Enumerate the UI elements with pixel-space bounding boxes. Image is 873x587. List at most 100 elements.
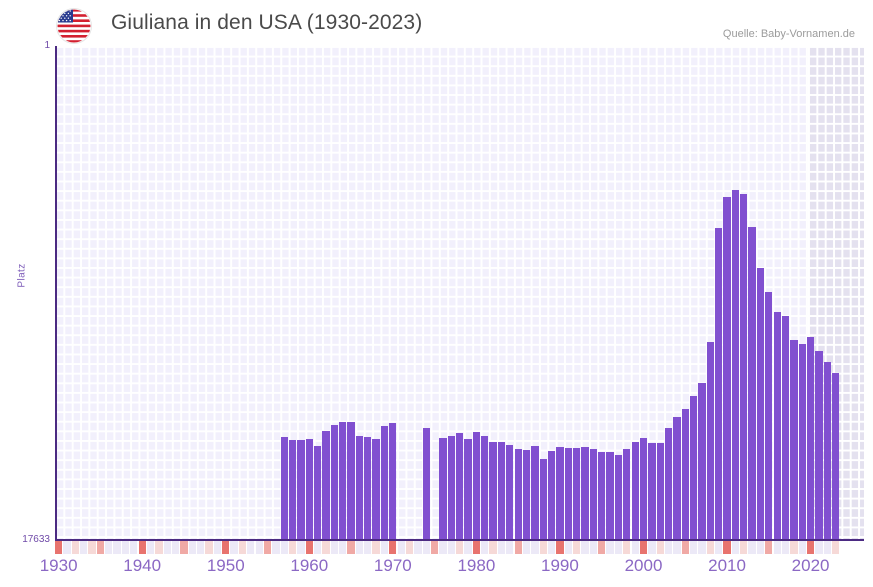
bar-1983[interactable] [497, 442, 506, 540]
plot-area [55, 46, 864, 540]
bar-1992[interactable] [573, 448, 581, 540]
year-marker-faint-1963 [330, 541, 339, 554]
year-marker-faint-1961 [314, 541, 322, 554]
bar-1997[interactable] [614, 455, 623, 540]
chart-header: Giuliana in den USA (1930-2023) Quelle: … [0, 0, 873, 46]
bar-1979[interactable] [464, 439, 472, 540]
bar-1976[interactable] [439, 438, 447, 540]
bar-2023[interactable] [832, 373, 840, 540]
year-marker-faint-1953 [247, 541, 255, 554]
year-marker-faint-1971 [397, 541, 405, 554]
x-axis-tick-2010: 2010 [708, 556, 746, 575]
bar-2006[interactable] [689, 396, 698, 540]
bar-2012[interactable] [740, 194, 748, 540]
bar-2011[interactable] [731, 190, 740, 540]
bar-2009[interactable] [715, 228, 723, 540]
bar-1977[interactable] [447, 436, 455, 540]
bar-1985[interactable] [514, 449, 522, 540]
year-marker-faint-1946 [188, 541, 196, 554]
year-marker-faint-1936 [105, 541, 113, 554]
year-marker-decade-1950 [222, 541, 230, 554]
bar-2000[interactable] [639, 438, 648, 540]
bar-1966[interactable] [355, 436, 364, 540]
bar-1984[interactable] [506, 445, 514, 540]
bar-1958[interactable] [288, 440, 297, 540]
bar-1969[interactable] [380, 426, 389, 540]
bar-1963[interactable] [330, 425, 339, 540]
bar-2002[interactable] [656, 443, 664, 540]
x-axis-tick-1950: 1950 [206, 556, 245, 575]
bar-1996[interactable] [606, 452, 614, 540]
bar-1962[interactable] [322, 431, 330, 540]
year-marker-faint-1937 [113, 541, 121, 554]
bar-1993[interactable] [581, 447, 589, 540]
us-flag-icon [57, 9, 91, 43]
year-marker-mid-1945 [180, 541, 188, 554]
bar-1986[interactable] [522, 450, 531, 540]
source-attribution: Quelle: Baby-Vornamen.de [722, 28, 855, 40]
bar-2018[interactable] [790, 340, 798, 540]
bar-2017[interactable] [781, 316, 790, 540]
bar-1991[interactable] [564, 448, 572, 540]
bar-2004[interactable] [673, 417, 681, 540]
year-marker-faint-1987 [531, 541, 539, 554]
bar-2003[interactable] [664, 428, 673, 540]
bar-1998[interactable] [623, 449, 631, 540]
bar-2001[interactable] [648, 443, 656, 540]
bar-2014[interactable] [756, 268, 765, 540]
y-axis-line [55, 46, 57, 540]
year-marker-strip [55, 541, 864, 554]
year-marker-faint-2011 [731, 541, 740, 554]
year-marker-decade-1980 [472, 541, 481, 554]
year-marker-faint-1966 [355, 541, 364, 554]
year-marker-faint-1939 [130, 541, 138, 554]
x-axis-line [55, 539, 864, 541]
bar-2013[interactable] [748, 227, 756, 540]
bar-1961[interactable] [314, 446, 322, 540]
bar-1981[interactable] [481, 436, 489, 540]
bar-1960[interactable] [305, 439, 313, 540]
x-axis-tick-2020: 2020 [791, 556, 830, 575]
bar-1982[interactable] [489, 442, 497, 540]
bar-1974[interactable] [422, 428, 430, 540]
bar-2007[interactable] [698, 383, 706, 540]
bar-1968[interactable] [372, 439, 380, 540]
year-marker-faint-1974 [422, 541, 430, 554]
bar-1999[interactable] [631, 442, 639, 540]
bar-2021[interactable] [815, 351, 823, 540]
bar-1995[interactable] [598, 452, 606, 540]
bar-1957[interactable] [280, 437, 288, 540]
year-marker-faint-1996 [606, 541, 614, 554]
bar-1990[interactable] [556, 447, 564, 540]
x-axis-tick-1940: 1940 [123, 556, 162, 575]
bar-2019[interactable] [798, 344, 806, 540]
bar-2016[interactable] [773, 312, 781, 540]
page-title: Giuliana in den USA (1930-2023) [111, 11, 423, 34]
bar-1987[interactable] [531, 446, 539, 540]
year-marker-mid-1935 [96, 541, 105, 554]
bar-2022[interactable] [823, 362, 831, 540]
bar-1970[interactable] [389, 423, 397, 540]
bar-1994[interactable] [589, 449, 598, 540]
year-marker-faint-1976 [439, 541, 447, 554]
year-marker-decade-2020 [806, 541, 815, 554]
year-marker-faint-1984 [506, 541, 514, 554]
bar-2010[interactable] [723, 197, 731, 540]
year-marker-faint-1944 [171, 541, 180, 554]
bar-1978[interactable] [456, 433, 464, 540]
bar-1965[interactable] [347, 422, 355, 540]
bar-2008[interactable] [706, 342, 714, 540]
bar-2015[interactable] [765, 292, 773, 540]
bar-1980[interactable] [472, 432, 481, 540]
bar-2020[interactable] [806, 337, 815, 540]
year-marker-faint-1997 [614, 541, 623, 554]
year-marker-light-1992 [573, 541, 581, 554]
bar-1964[interactable] [339, 422, 347, 540]
bar-1967[interactable] [364, 437, 372, 540]
bar-2005[interactable] [681, 409, 689, 540]
bar-1959[interactable] [297, 440, 305, 540]
bar-1988[interactable] [539, 459, 547, 540]
year-marker-decade-1970 [389, 541, 397, 554]
bar-1989[interactable] [547, 451, 556, 540]
